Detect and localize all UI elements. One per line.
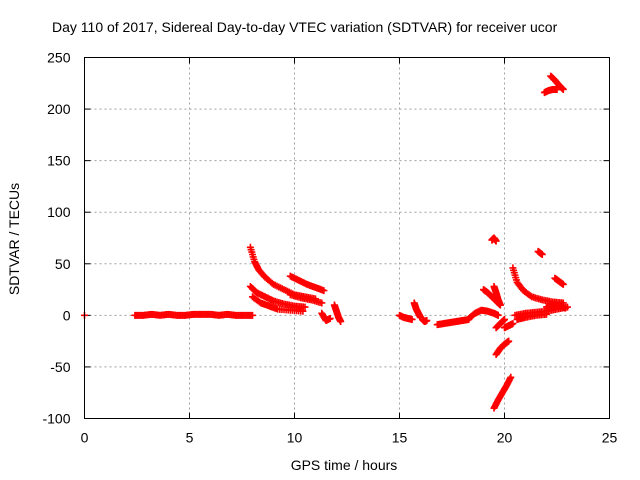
series (509, 264, 567, 307)
series (410, 299, 424, 321)
series (547, 72, 567, 93)
data-point (496, 301, 504, 309)
series (433, 315, 473, 329)
series (131, 310, 256, 319)
chart-title: Day 110 of 2017, Sidereal Day-to-day VTE… (52, 19, 558, 35)
x-axis-label: GPS time / hours (290, 457, 398, 473)
series (513, 310, 550, 323)
series (286, 272, 328, 295)
data-point (318, 299, 326, 307)
series (543, 301, 569, 312)
data-point (501, 315, 508, 323)
data-point (492, 237, 500, 245)
data-point (337, 318, 345, 326)
data-point (505, 337, 513, 345)
x-tick-label: 20 (497, 430, 513, 446)
data-points (81, 72, 571, 412)
data-point (301, 303, 309, 311)
data-point (249, 311, 256, 319)
data-point (423, 317, 431, 325)
data-point (538, 251, 546, 259)
data-point (509, 320, 517, 328)
data-point (326, 314, 334, 322)
series (286, 291, 326, 307)
series (492, 337, 513, 359)
axis-ticks: 0 5 10 15 20 25 -100 -50 0 50 100 150 200 250 (42, 50, 617, 446)
x-tick-label: 15 (392, 430, 408, 446)
data-point (320, 287, 328, 295)
x-tick-label: 25 (602, 430, 618, 446)
data-point (494, 311, 502, 319)
data-point (559, 85, 567, 93)
series (501, 320, 517, 332)
series (249, 293, 307, 315)
series (490, 373, 515, 412)
data-point (507, 373, 515, 381)
series (419, 315, 431, 326)
gridlines (84, 57, 610, 419)
x-tick-label: 10 (287, 430, 303, 446)
y-tick-label: -100 (42, 411, 70, 427)
series (534, 247, 546, 259)
data-point (408, 315, 416, 323)
data-point (561, 304, 569, 312)
series (330, 301, 345, 326)
x-tick-label: 0 (81, 430, 89, 446)
plot-frame (84, 57, 610, 419)
data-point (559, 280, 567, 288)
series (488, 234, 500, 245)
series (465, 306, 502, 322)
series (492, 315, 508, 332)
data-point (299, 307, 307, 315)
y-tick-label: 100 (47, 204, 71, 220)
series (396, 311, 416, 323)
y-tick-label: 50 (55, 256, 71, 272)
y-tick-label: -50 (50, 359, 70, 375)
x-tick-label: 5 (186, 430, 194, 446)
series (551, 274, 567, 288)
y-tick-label: 250 (47, 50, 71, 66)
series (318, 309, 334, 325)
series (246, 282, 309, 311)
series (540, 85, 561, 97)
data-point (543, 310, 550, 318)
y-tick-label: 0 (63, 307, 71, 323)
series (490, 282, 504, 309)
y-tick-label: 150 (47, 153, 71, 169)
y-tick-label: 200 (47, 101, 71, 117)
